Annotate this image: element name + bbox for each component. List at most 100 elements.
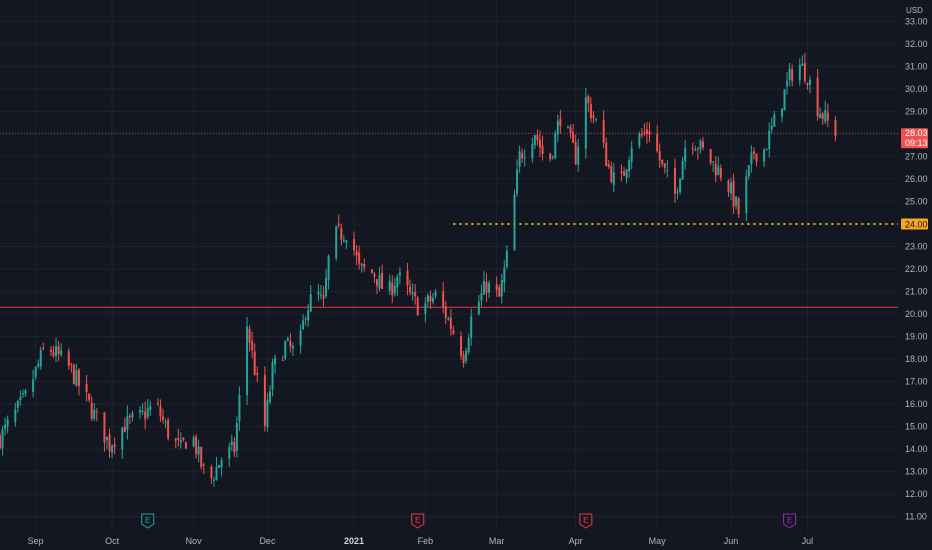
candle-up bbox=[694, 149, 697, 151]
candle-up bbox=[1, 429, 4, 448]
candle-up bbox=[786, 81, 789, 87]
earnings-label: E bbox=[145, 516, 150, 525]
earnings-marker[interactable]: E bbox=[783, 513, 797, 529]
y-tick-label: 19.00 bbox=[905, 332, 928, 342]
candle-down bbox=[202, 464, 205, 466]
candle-up bbox=[595, 119, 598, 121]
x-tick-label: 2021 bbox=[344, 536, 364, 546]
earnings-icon bbox=[783, 513, 797, 529]
y-tick-label: 16.00 bbox=[905, 399, 928, 409]
candle-up bbox=[271, 362, 274, 390]
candle-up bbox=[780, 108, 783, 117]
candle-up bbox=[60, 350, 63, 355]
candle-up bbox=[39, 350, 42, 367]
candle-down bbox=[495, 284, 498, 290]
candle-up bbox=[230, 441, 233, 446]
earnings-marker[interactable]: E bbox=[411, 513, 425, 529]
candle-down bbox=[640, 133, 643, 135]
candle-up bbox=[164, 421, 167, 423]
y-tick-label: 25.00 bbox=[905, 196, 928, 206]
candle-up bbox=[477, 301, 480, 315]
candle-down bbox=[429, 296, 432, 302]
candle-up bbox=[141, 410, 144, 412]
candle-down bbox=[834, 119, 837, 137]
candle-up bbox=[325, 277, 328, 297]
candle-down bbox=[88, 393, 91, 400]
candle-down bbox=[648, 131, 651, 135]
candle-up bbox=[398, 272, 401, 276]
horizontal-lines[interactable] bbox=[0, 132, 898, 308]
candle-down bbox=[391, 282, 394, 296]
candle-down bbox=[592, 115, 595, 118]
y-tick-label: 31.00 bbox=[905, 61, 928, 71]
x-tick-label: Jun bbox=[724, 536, 739, 546]
y-tick-label: 32.00 bbox=[905, 39, 928, 49]
candle-down bbox=[159, 406, 162, 417]
candle-up bbox=[319, 294, 322, 296]
candle-up bbox=[567, 126, 570, 129]
candle-up bbox=[215, 466, 218, 480]
candle-up bbox=[105, 436, 108, 441]
candle-down bbox=[233, 442, 236, 453]
candle-up bbox=[179, 439, 182, 443]
candle-up bbox=[717, 166, 720, 175]
last-price-tag bbox=[901, 128, 928, 149]
candle-up bbox=[482, 280, 485, 295]
candle-up bbox=[24, 390, 27, 395]
candle-up bbox=[666, 169, 669, 171]
candle-down bbox=[610, 166, 613, 183]
candle-down bbox=[663, 163, 666, 168]
candle-down bbox=[620, 171, 623, 173]
candle-up bbox=[19, 396, 22, 400]
candle-up bbox=[434, 291, 437, 297]
candle-down bbox=[95, 411, 98, 413]
y-tick-label: 27.00 bbox=[905, 151, 928, 161]
candle-down bbox=[42, 347, 45, 349]
candle-up bbox=[55, 346, 58, 356]
candle-down bbox=[263, 375, 266, 426]
earnings-label: E bbox=[415, 516, 420, 525]
y-tick-label: 30.00 bbox=[905, 84, 928, 94]
candle-down bbox=[322, 294, 325, 299]
candle-down bbox=[363, 264, 366, 268]
candle-down bbox=[559, 119, 562, 126]
candle-up bbox=[317, 292, 320, 295]
earnings-marker[interactable]: E bbox=[141, 513, 155, 529]
candle-up bbox=[467, 338, 470, 353]
candle-up bbox=[788, 68, 791, 80]
candle-up bbox=[518, 151, 521, 167]
candle-up bbox=[488, 282, 491, 293]
candle-up bbox=[309, 294, 312, 312]
candle-down bbox=[281, 359, 284, 361]
earnings-icon bbox=[411, 513, 425, 529]
candle-up bbox=[679, 178, 682, 193]
candle-down bbox=[607, 164, 610, 167]
time-axis[interactable]: Sep Oct Nov Dec 2021 Feb Mar Apr May Jun Jul bbox=[28, 536, 814, 546]
candle-down bbox=[658, 151, 661, 161]
candle-down bbox=[696, 148, 699, 150]
candle-up bbox=[131, 413, 134, 418]
candle-down bbox=[337, 224, 340, 226]
candle-down bbox=[791, 69, 794, 82]
candle-down bbox=[177, 437, 180, 440]
candles bbox=[0, 53, 837, 487]
candle-up bbox=[411, 292, 414, 295]
candle-down bbox=[589, 104, 592, 119]
x-tick-label: Apr bbox=[569, 536, 583, 546]
y-tick-label: 29.00 bbox=[905, 106, 928, 116]
candle-down bbox=[569, 127, 572, 134]
candle-down bbox=[656, 133, 659, 151]
x-tick-label: Jul bbox=[802, 536, 814, 546]
candle-down bbox=[162, 416, 165, 420]
candle-down bbox=[643, 132, 646, 134]
candle-up bbox=[426, 295, 429, 302]
candle-up bbox=[218, 464, 221, 468]
candle-up bbox=[500, 280, 503, 297]
candle-down bbox=[123, 426, 126, 432]
candle-down bbox=[52, 351, 55, 356]
earnings-marker[interactable]: E bbox=[579, 513, 593, 529]
price-axis[interactable]: USD 11.00 12.00 13.00 14.00 15.00 16.00 17.00 1… bbox=[905, 6, 928, 522]
